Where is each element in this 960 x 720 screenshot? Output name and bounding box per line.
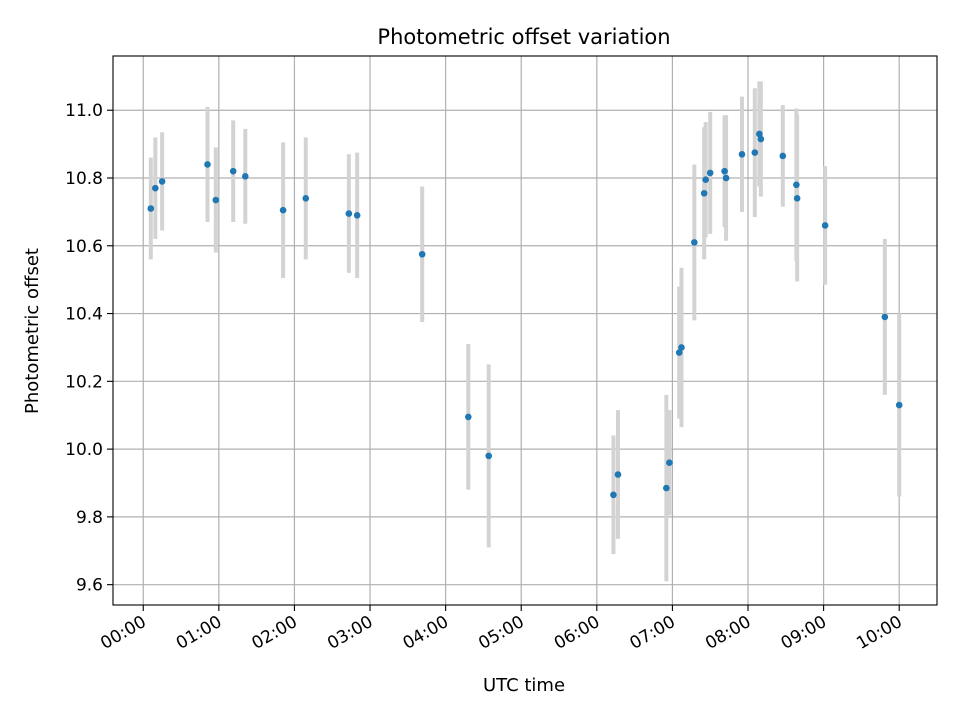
- data-point: [465, 413, 472, 421]
- y-axis-label: Photometric offset: [22, 248, 43, 414]
- y-tick-label: 10.0: [65, 440, 103, 460]
- data-point: [691, 239, 698, 246]
- data-point: [147, 205, 155, 212]
- data-point: [881, 313, 889, 321]
- data-point: [353, 211, 361, 219]
- y-tick-label: 10.8: [65, 169, 103, 189]
- y-tick-label: 9.6: [76, 576, 103, 596]
- data-point: [722, 174, 730, 182]
- data-point: [152, 184, 159, 192]
- x-tick-label: 03:00: [324, 612, 376, 654]
- data-point: [821, 222, 829, 229]
- y-tick-label: 10.2: [65, 372, 103, 392]
- data-points: [147, 130, 903, 499]
- x-tick-label: 08:00: [702, 612, 754, 654]
- data-point: [895, 401, 903, 409]
- x-tick-label: 01:00: [173, 612, 225, 654]
- x-tick-label: 07:00: [626, 612, 678, 654]
- data-point: [345, 210, 353, 217]
- x-axis-label: UTC time: [483, 675, 565, 696]
- data-point: [675, 349, 683, 356]
- data-point: [241, 173, 249, 180]
- data-point: [212, 196, 220, 204]
- x-tick-label: 02:00: [248, 612, 300, 654]
- grid-lines: [113, 56, 937, 605]
- data-point: [738, 150, 746, 158]
- data-point: [229, 167, 237, 175]
- data-point: [721, 167, 728, 175]
- data-point: [756, 130, 763, 138]
- data-point: [418, 250, 426, 258]
- data-point: [158, 178, 166, 185]
- y-tick-label: 10.6: [65, 237, 103, 257]
- x-axis-ticks: 00:00 01:00 02:00 03:00 04:00 05:00 06:00 07:00…: [97, 605, 906, 654]
- data-point: [204, 161, 211, 168]
- y-axis-ticks: 9.6 9.8 10.0 10.2 10.4 10.6 10.8 11.0: [65, 101, 113, 596]
- data-point: [757, 135, 765, 143]
- x-tick-label: 00:00: [97, 612, 149, 654]
- y-tick-label: 9.8: [76, 508, 103, 528]
- x-tick-label: 06:00: [551, 612, 603, 654]
- data-point: [793, 195, 801, 202]
- error-bars: [148, 81, 902, 582]
- x-tick-label: 04:00: [400, 612, 452, 654]
- data-point: [279, 206, 287, 214]
- axes-frame: [112, 55, 938, 606]
- x-tick-label: 05:00: [475, 612, 527, 654]
- data-point: [678, 344, 685, 351]
- data-point: [663, 484, 670, 492]
- data-point: [700, 189, 708, 197]
- y-tick-label: 11.0: [65, 101, 103, 121]
- data-point: [485, 452, 493, 460]
- chart-title: Photometric offset variation: [377, 25, 670, 49]
- data-point: [614, 471, 622, 478]
- x-tick-label: 09:00: [778, 612, 830, 654]
- data-point: [666, 459, 673, 466]
- data-point: [302, 195, 310, 202]
- data-point: [702, 176, 709, 183]
- data-point: [793, 181, 800, 189]
- y-tick-label: 10.4: [65, 305, 103, 325]
- data-point: [610, 491, 617, 499]
- data-point: [779, 152, 787, 160]
- data-point: [751, 149, 759, 156]
- data-point: [706, 169, 714, 177]
- x-tick-label: 10:00: [853, 612, 905, 654]
